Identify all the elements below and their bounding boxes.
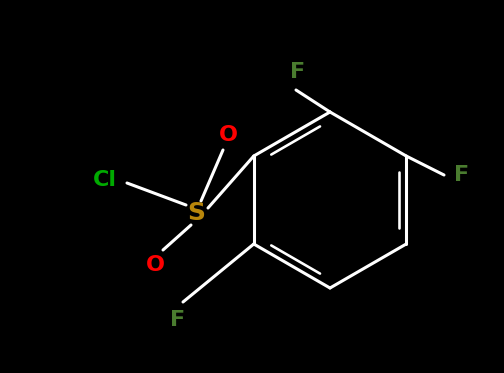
Text: F: F bbox=[455, 165, 470, 185]
Text: O: O bbox=[219, 125, 237, 145]
Text: Cl: Cl bbox=[93, 170, 117, 190]
Text: F: F bbox=[290, 62, 305, 82]
Text: S: S bbox=[187, 201, 205, 225]
Text: O: O bbox=[146, 255, 164, 275]
Text: F: F bbox=[170, 310, 185, 330]
